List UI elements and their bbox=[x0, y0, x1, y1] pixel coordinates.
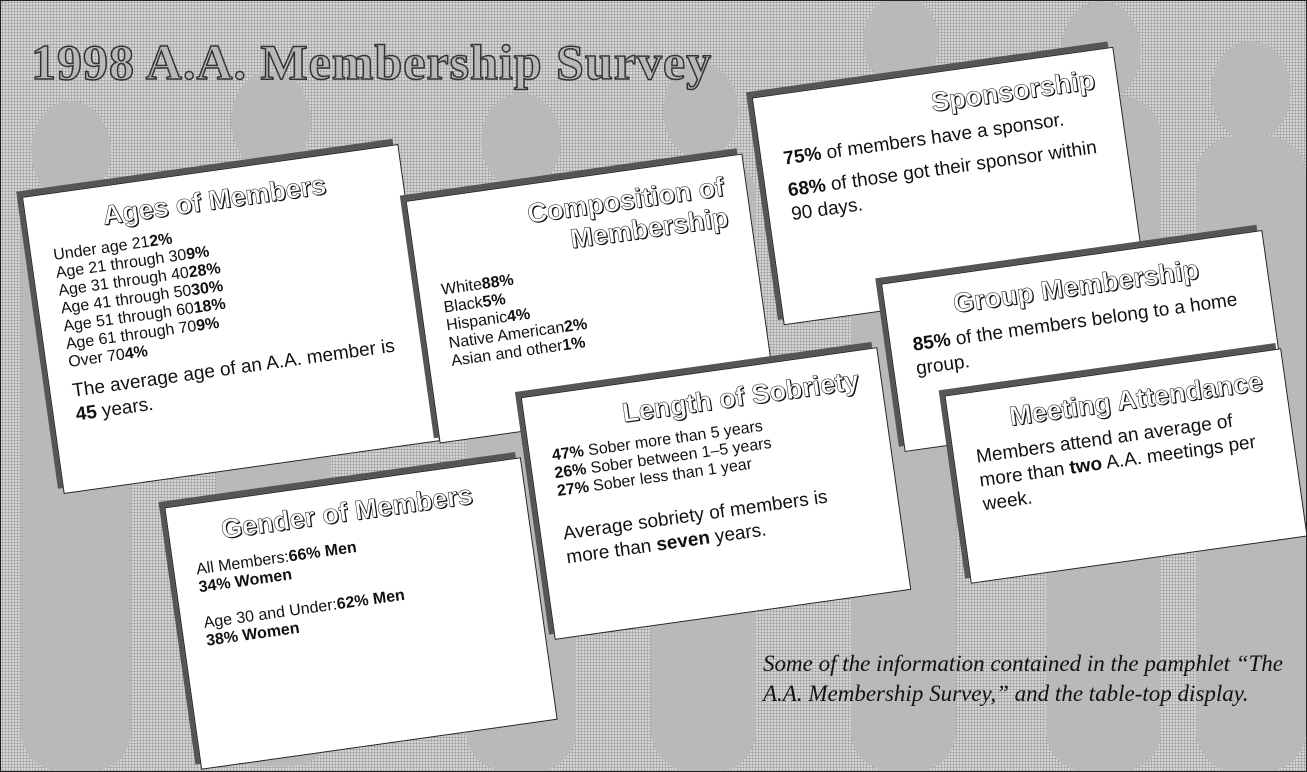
bold: 68% bbox=[787, 175, 828, 201]
ages-card: Ages of Members Under age 212%Age 21 thr… bbox=[22, 144, 440, 494]
bold: 75% bbox=[782, 143, 823, 169]
row-value: 4% bbox=[506, 306, 531, 326]
note-text: years. bbox=[95, 394, 154, 423]
note-bold: seven bbox=[655, 527, 711, 555]
row-value: 27% bbox=[556, 479, 590, 500]
caption: Some of the information contained in the… bbox=[763, 649, 1283, 709]
row-value: 9% bbox=[195, 315, 220, 335]
row-value: 18% bbox=[193, 296, 227, 317]
row-value: 4% bbox=[124, 343, 149, 363]
bold: 85% bbox=[911, 330, 952, 356]
row-value: 2% bbox=[563, 316, 588, 336]
row-value: 88% bbox=[481, 272, 515, 293]
bold: two bbox=[1068, 453, 1103, 478]
page: 1998 A.A. Membership Survey Ages of Memb… bbox=[0, 0, 1307, 772]
row-value: 2% bbox=[148, 230, 173, 250]
sobriety-card: Length of Sobriety 47% Sober more than 5… bbox=[521, 347, 912, 640]
row-value: 5% bbox=[481, 291, 506, 311]
note-text: Average sobriety of members is more than bbox=[562, 487, 829, 569]
row-value: 1% bbox=[561, 334, 586, 354]
page-title: 1998 A.A. Membership Survey bbox=[31, 33, 712, 91]
note-text: years. bbox=[708, 519, 767, 548]
row-value: 9% bbox=[185, 243, 210, 263]
note-bold: 45 bbox=[74, 402, 98, 426]
